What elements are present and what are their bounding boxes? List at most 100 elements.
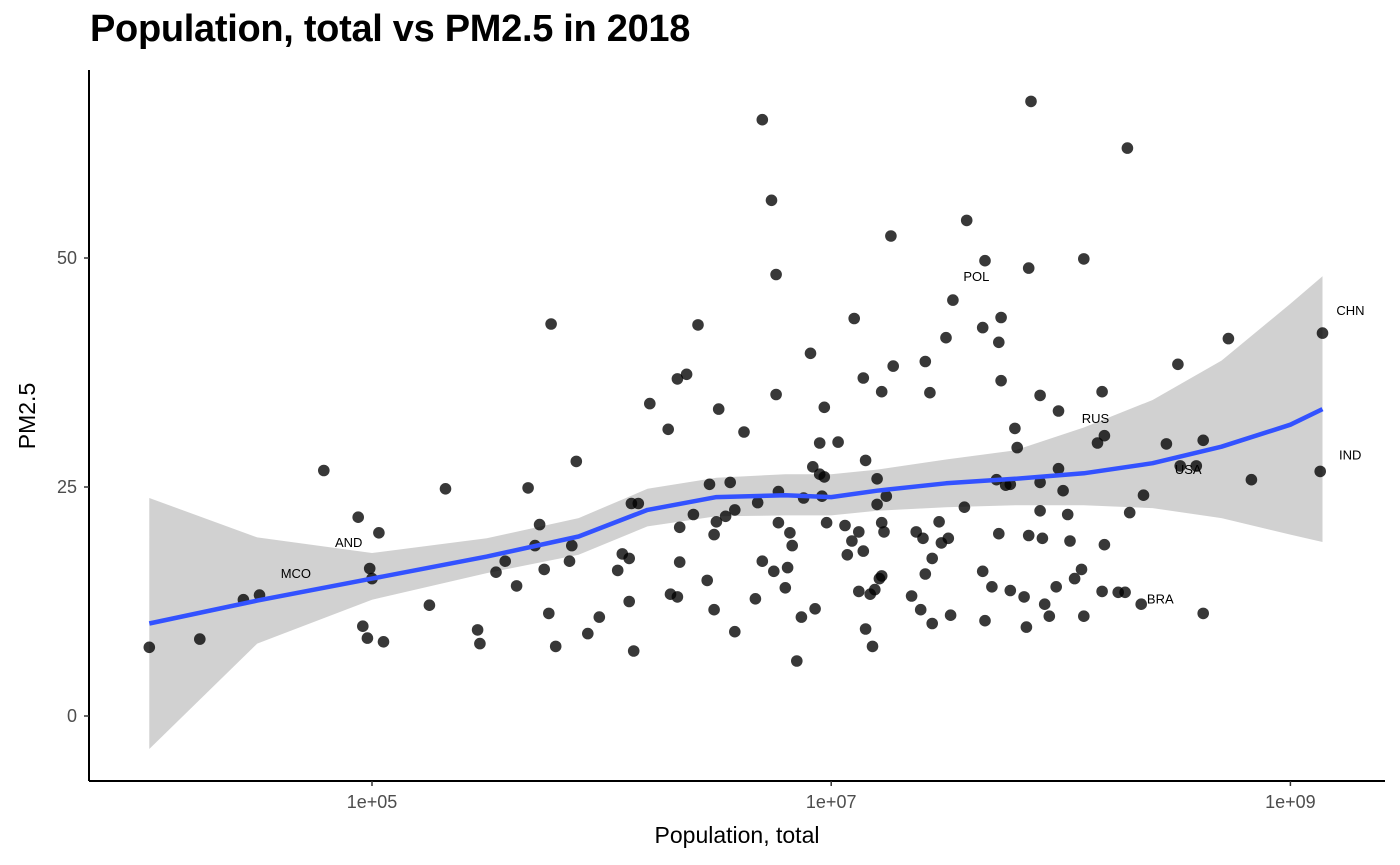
data-point — [1316, 327, 1329, 339]
data-point — [662, 423, 674, 436]
data-point — [671, 591, 684, 603]
data-point — [1034, 505, 1046, 517]
data-point — [926, 617, 938, 630]
data-point — [522, 482, 534, 494]
x-tick-label: 1e+05 — [347, 792, 398, 812]
data-point — [770, 268, 782, 281]
data-point — [1078, 253, 1090, 265]
data-point — [423, 599, 436, 611]
data-point — [976, 565, 989, 578]
smooth-line-layer — [148, 407, 1324, 626]
data-point — [853, 585, 865, 598]
data-point — [593, 611, 606, 623]
data-point — [1197, 607, 1209, 620]
data-point — [545, 318, 557, 330]
data-point — [807, 461, 819, 473]
data-point — [818, 471, 831, 483]
data-point — [1172, 358, 1184, 371]
data-point — [926, 552, 938, 565]
data-point — [986, 581, 998, 593]
data-point — [995, 374, 1007, 387]
point-label-usa: USA — [1175, 462, 1202, 477]
data-point — [582, 627, 594, 640]
data-point — [687, 508, 700, 521]
data-point — [549, 640, 562, 653]
data-point — [538, 563, 550, 576]
point-label-and: AND — [335, 535, 362, 550]
data-point — [749, 593, 762, 605]
data-point — [703, 478, 716, 491]
data-point — [724, 476, 736, 489]
data-point — [352, 511, 365, 523]
data-point — [832, 436, 844, 448]
data-point — [563, 555, 576, 567]
data-point — [1018, 591, 1030, 603]
data-point — [1314, 465, 1326, 478]
data-point — [1096, 385, 1108, 398]
data-point — [318, 464, 330, 477]
data-point — [673, 521, 686, 534]
data-point — [729, 625, 741, 638]
data-point — [1061, 508, 1074, 521]
data-point — [708, 603, 720, 616]
data-point — [1052, 462, 1065, 475]
data-point — [885, 230, 897, 242]
data-point — [1091, 437, 1104, 449]
data-point — [673, 556, 686, 568]
data-point — [887, 360, 899, 372]
data-point — [770, 388, 782, 401]
data-point — [1098, 538, 1111, 551]
data-point — [839, 519, 851, 532]
data-point — [779, 582, 792, 594]
data-point — [490, 566, 502, 578]
data-point — [729, 504, 741, 516]
data-point — [1020, 621, 1033, 633]
data-point — [712, 403, 725, 415]
data-point — [692, 319, 704, 331]
data-point — [809, 603, 821, 615]
data-point — [813, 437, 826, 449]
point-label-ind: IND — [1339, 447, 1361, 462]
data-point — [1174, 460, 1186, 472]
data-point — [846, 535, 858, 547]
data-point — [919, 355, 932, 368]
data-point — [979, 254, 991, 267]
point-labels-layer: MCO AND POL RUS USA BRA CHN IND — [281, 269, 1365, 606]
data-point — [623, 552, 635, 565]
data-point — [1121, 142, 1134, 154]
data-point — [1009, 422, 1021, 435]
data-point — [1123, 506, 1136, 519]
data-point — [680, 368, 693, 381]
data-point — [859, 623, 872, 635]
x-tick-label: 1e+07 — [806, 792, 857, 812]
data-point — [533, 518, 546, 531]
data-point — [1068, 572, 1081, 585]
x-axis-title: Population, total — [655, 822, 820, 848]
data-point — [1078, 610, 1090, 622]
data-point — [566, 539, 578, 552]
data-point — [768, 565, 780, 578]
chart-title: Population, total vs PM2.5 in 2018 — [90, 8, 691, 50]
data-point — [719, 510, 732, 523]
data-point — [474, 637, 486, 650]
data-point — [671, 373, 684, 385]
data-point — [751, 496, 764, 509]
data-point — [875, 385, 888, 398]
data-point — [708, 528, 720, 541]
data-point — [644, 397, 656, 410]
data-point — [786, 539, 798, 552]
data-point — [373, 527, 385, 539]
data-point — [772, 516, 785, 529]
data-point — [979, 614, 991, 627]
data-point — [756, 113, 769, 126]
data-point — [848, 312, 860, 325]
data-point — [1160, 438, 1173, 450]
data-point — [917, 532, 929, 545]
data-point — [1034, 476, 1046, 489]
data-point — [820, 516, 833, 529]
data-point — [143, 641, 156, 654]
data-point — [1096, 585, 1108, 598]
data-point — [471, 624, 484, 636]
data-point — [960, 214, 973, 227]
data-point — [869, 583, 881, 596]
